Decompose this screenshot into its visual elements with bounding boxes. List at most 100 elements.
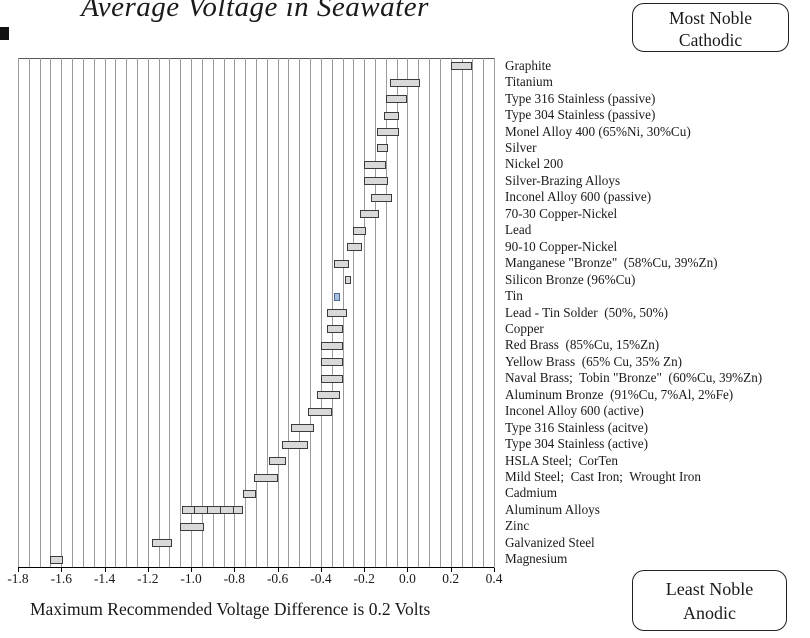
gridline xyxy=(288,58,290,568)
gridline xyxy=(266,58,268,568)
most-noble-box: Most Noble Cathodic xyxy=(632,3,789,52)
voltage-range-bar xyxy=(344,276,352,285)
gridline xyxy=(483,58,485,568)
voltage-range-bar xyxy=(152,539,172,548)
gridline xyxy=(137,58,138,568)
material-label: Yellow Brass (65% Cu, 35% Zn) xyxy=(505,353,683,369)
voltage-range-bar xyxy=(364,160,386,169)
gridline xyxy=(147,58,149,568)
material-label: Type 316 Stainless (passive) xyxy=(505,90,656,106)
gridline xyxy=(212,58,214,568)
voltage-range-bar xyxy=(320,374,343,383)
x-axis-line xyxy=(18,567,494,568)
material-label: Mild Steel; Cast Iron; Wrought Iron xyxy=(505,469,701,485)
gridline xyxy=(18,58,19,568)
gridline xyxy=(310,58,312,568)
voltage-range-bar xyxy=(290,424,315,433)
material-label: Silver-Brazing Alloys xyxy=(505,172,621,188)
x-axis-tick xyxy=(320,568,322,572)
material-label: Monel Alloy 400 (65%Ni, 30%Cu) xyxy=(505,123,691,139)
gridline xyxy=(82,58,84,568)
material-label: Tin xyxy=(505,288,523,304)
x-axis-tick xyxy=(104,568,106,572)
material-label: Inconel Alloy 600 (active) xyxy=(505,403,644,419)
footer-note: Maximum Recommended Voltage Difference i… xyxy=(30,599,431,619)
gridline xyxy=(104,58,106,568)
voltage-range-bar xyxy=(390,78,421,87)
material-label: HSLA Steel; CorTen xyxy=(505,452,618,468)
voltage-range-bar xyxy=(281,440,308,449)
gridline xyxy=(50,58,52,568)
material-label: Type 316 Stainless (acitve) xyxy=(505,419,649,435)
x-tick-label: -1.6 xyxy=(50,571,72,586)
x-axis-tick xyxy=(234,568,236,572)
material-label: 70-30 Copper-Nickel xyxy=(505,205,618,221)
bar-subtick xyxy=(233,507,235,514)
material-label: Type 304 Stainless (active) xyxy=(505,436,649,452)
least-noble-label: Least Noble xyxy=(665,579,754,599)
bar-subtick xyxy=(220,507,222,514)
gridline xyxy=(169,58,171,568)
gridline xyxy=(472,58,474,568)
voltage-range-bar xyxy=(50,555,64,564)
bar-subtick xyxy=(207,507,209,514)
material-label: Magnesium xyxy=(505,551,568,567)
voltage-range-bar xyxy=(320,358,343,367)
voltage-range-bar xyxy=(370,193,393,202)
gridline xyxy=(450,58,452,568)
voltage-range-bar xyxy=(320,341,343,350)
material-label: Naval Brass; Tobin "Bronze" (60%Cu, 39%Z… xyxy=(505,370,763,386)
material-label: Zinc xyxy=(505,518,530,534)
gridline xyxy=(201,58,203,568)
voltage-range-bar xyxy=(253,473,278,482)
x-axis-tick xyxy=(364,568,366,572)
gridline xyxy=(72,58,74,568)
x-axis-tick xyxy=(147,568,149,572)
bar-subtick xyxy=(194,507,196,514)
gridline xyxy=(353,58,355,568)
gridline xyxy=(115,58,117,568)
plot-area xyxy=(18,58,495,568)
x-axis-tick xyxy=(277,568,279,572)
x-axis-tick xyxy=(450,568,452,572)
gridline xyxy=(407,58,409,568)
material-label: Lead xyxy=(505,222,532,238)
material-label: Inconel Alloy 600 (passive) xyxy=(505,189,652,205)
x-axis-tick xyxy=(494,568,495,572)
gridline xyxy=(223,58,225,568)
material-label: Nickel 200 xyxy=(505,156,564,172)
material-label: Silver xyxy=(505,139,537,155)
voltage-range-bar xyxy=(327,325,343,334)
gridline xyxy=(429,58,431,568)
least-noble-box: Least Noble Anodic xyxy=(632,570,787,631)
voltage-range-bar xyxy=(385,95,408,104)
x-tick-label: 0.0 xyxy=(399,571,416,586)
material-label: Graphite xyxy=(505,57,552,73)
x-axis-tick xyxy=(407,568,409,572)
gridline xyxy=(61,58,63,568)
voltage-range-bar xyxy=(450,62,473,71)
voltage-range-bar xyxy=(327,309,347,317)
gridline xyxy=(234,58,236,568)
gridline xyxy=(299,58,301,568)
x-tick-label: -1.8 xyxy=(7,571,29,586)
x-tick-label: -0.6 xyxy=(266,571,289,586)
gridline xyxy=(385,58,387,568)
voltage-range-bar xyxy=(359,210,380,219)
material-label: Aluminum Alloys xyxy=(505,501,600,517)
chart-title: Average Voltage in Seawater xyxy=(81,0,429,23)
gridline xyxy=(126,58,128,568)
gridline xyxy=(364,58,366,568)
gridline xyxy=(256,58,257,568)
gridline xyxy=(245,58,247,568)
gridline xyxy=(418,58,420,568)
gridline xyxy=(320,58,322,568)
material-label: Type 304 Stainless (passive) xyxy=(505,107,656,123)
x-tick-label: -0.4 xyxy=(310,571,332,586)
gridline xyxy=(439,58,441,568)
cathodic-label: Cathodic xyxy=(678,30,743,50)
anodic-label: Anodic xyxy=(683,603,736,623)
material-label: Red Brass (85%Cu, 15%Zn) xyxy=(505,337,660,353)
gridline xyxy=(158,58,160,568)
gridline xyxy=(93,58,95,568)
